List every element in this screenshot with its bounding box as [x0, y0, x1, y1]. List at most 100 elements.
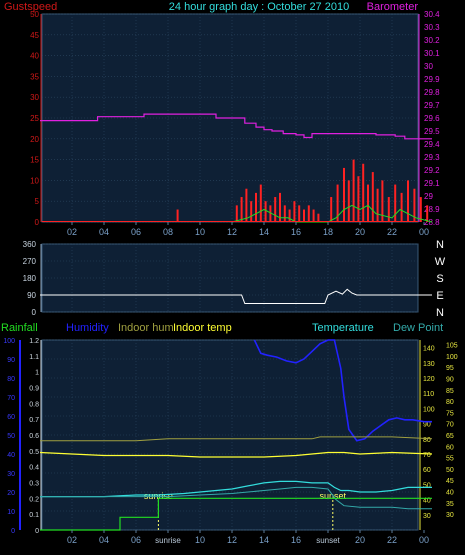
- gust-y-tick-label: 20: [30, 135, 39, 144]
- gust-barometer-panel: 0 5 10 15 20 25 30 35 40 45 50 28.8 28.9 29 29.1 29.2 29…: [30, 10, 440, 237]
- barometer-y-tick-label: 30.2: [424, 36, 440, 45]
- compass-label: W: [435, 256, 446, 268]
- barometer-y-tick-label: 29.4: [424, 140, 440, 149]
- gust-barometer-x-tick-label: 20: [355, 227, 365, 237]
- temp-humidity-x-tick-label: 12: [227, 535, 237, 545]
- temperature-alt-y-tick-label: 100: [446, 354, 458, 361]
- legend-humidity: Humidity: [66, 322, 109, 334]
- barometer-y-tick-label: 30.4: [424, 10, 440, 19]
- sunrise-marker-label: sunrise: [144, 491, 173, 501]
- temp-humidity-x-tick-label: 10: [195, 535, 205, 545]
- gust-barometer-x-tick-label: 08: [163, 227, 173, 237]
- windspeed-line: [231, 204, 433, 223]
- humidity-line: [253, 339, 432, 442]
- barometer-y-tick-label: 29.3: [424, 153, 440, 162]
- temperature-alt-y-tick-label: 90: [446, 376, 454, 383]
- temperature-alt-y-tick-label: 75: [446, 410, 454, 417]
- gust-y-tick-label: 0: [35, 218, 40, 227]
- humidity-y-tick-label: 100: [3, 338, 15, 345]
- barometer-line: [40, 113, 432, 140]
- gust-barometer-x-tick-label: 16: [291, 227, 301, 237]
- temperature-alt-y-tick-label: 80: [446, 399, 454, 406]
- chart-title: 24 hour graph day : October 27 2010: [169, 1, 349, 13]
- rainfall-y-tick-label: 0.9: [29, 386, 39, 393]
- temperature-y-tick-label: 110: [423, 391, 434, 398]
- temperature-alt-y-tick-label: 40: [446, 490, 454, 497]
- humidity-y-tick-label: 60: [7, 414, 15, 421]
- temp-humidity-plot-area: [41, 339, 419, 531]
- dew-point-line: [40, 486, 432, 510]
- barometer-header-label: Barometer: [367, 1, 419, 13]
- temperature-y-tick-label: 60: [423, 467, 431, 474]
- gust-barometer-x-tick-label: 12: [227, 227, 237, 237]
- temperature-y-tick-label: 40: [423, 498, 431, 505]
- wind-direction-y-tick-label: 360: [23, 240, 37, 249]
- gust-barometer-x-tick-label: 22: [387, 227, 397, 237]
- compass-label: S: [436, 273, 443, 285]
- temperature-alt-y-tick-label: 70: [446, 422, 454, 429]
- compass-label: N: [436, 239, 444, 251]
- legend-dew-point: Dew Point: [393, 322, 443, 334]
- barometer-y-tick-label: 30: [424, 62, 433, 71]
- indoor-hum-line: [40, 436, 433, 442]
- gust-barometer-x-tick-label: 06: [131, 227, 141, 237]
- rainfall-y-tick-label: 0.7: [29, 417, 39, 424]
- rainfall-y-tick-label: 0.6: [29, 433, 39, 440]
- rainfall-y-tick-label: 0.8: [29, 401, 39, 408]
- barometer-y-tick-label: 30.1: [424, 49, 440, 58]
- legend-rainfall: Rainfall: [1, 322, 38, 334]
- temperature-y-tick-label: 70: [423, 452, 431, 459]
- temp-humidity-x-tick-label: 00: [419, 535, 429, 545]
- gust-y-tick-label: 30: [30, 93, 39, 102]
- compass-label: E: [436, 290, 443, 302]
- wind-direction-y-tick-label: 270: [23, 257, 37, 266]
- gust-y-tick-label: 5: [35, 197, 40, 206]
- rainfall-y-tick-label: 0.2: [29, 496, 39, 503]
- humidity-y-tick-label: 70: [7, 395, 15, 402]
- rainfall-y-tick-label: 0: [35, 528, 39, 535]
- gust-y-tick-label: 50: [30, 10, 39, 19]
- temp-humidity-x-tick-label: 14: [259, 535, 269, 545]
- temp-humidity-x-tick-label: 16: [291, 535, 301, 545]
- wind-direction-y-tick-label: 90: [27, 291, 36, 300]
- temperature-alt-y-tick-label: 60: [446, 444, 454, 451]
- temperature-alt-y-tick-label: 50: [446, 467, 454, 474]
- humidity-y-tick-label: 50: [7, 433, 15, 440]
- humidity-y-tick-label: 30: [7, 471, 15, 478]
- temperature-alt-y-tick-label: 85: [446, 388, 454, 395]
- gust-barometer-x-tick-label: 18: [323, 227, 333, 237]
- gust-y-tick-label: 15: [30, 156, 39, 165]
- legend-temperature: Temperature: [312, 322, 374, 334]
- temp-humidity-x-tick-label: 06: [131, 535, 141, 545]
- barometer-y-tick-label: 29.1: [424, 179, 440, 188]
- humidity-y-tick-label: 90: [7, 357, 15, 364]
- barometer-y-tick-label: 29.7: [424, 101, 440, 110]
- temperature-y-tick-label: 90: [423, 422, 431, 429]
- gust-barometer-x-tick-label: 00: [419, 227, 429, 237]
- temperature-y-tick-label: 130: [423, 361, 435, 368]
- temp-humidity-rain-panel: 010203040506070809010000.10.20.30.40.50.…: [3, 338, 457, 545]
- temperature-alt-y-tick-label: 95: [446, 365, 454, 372]
- barometer-y-tick-label: 28.8: [424, 218, 440, 227]
- rainfall-y-tick-label: 1: [35, 370, 39, 377]
- wind-direction-y-tick-label: 180: [23, 274, 37, 283]
- temperature-alt-y-tick-label: 30: [446, 512, 454, 519]
- temperature-alt-y-tick-label: 45: [446, 478, 454, 485]
- humidity-y-tick-label: 40: [7, 452, 15, 459]
- barometer-y-tick-label: 29.8: [424, 88, 440, 97]
- temperature-alt-y-tick-label: 35: [446, 501, 454, 508]
- temp-humidity-x-tick-label: 20: [355, 535, 365, 545]
- rainfall-y-tick-label: 1.2: [29, 338, 39, 345]
- barometer-y-tick-label: 30.3: [424, 23, 440, 32]
- wind-direction-plot-area: [41, 243, 419, 313]
- temperature-y-tick-label: 140: [423, 346, 435, 353]
- barometer-y-tick-label: 28.9: [424, 205, 440, 214]
- gust-barometer-x-tick-label: 02: [67, 227, 77, 237]
- barometer-y-tick-label: 29: [424, 192, 433, 201]
- humidity-y-tick-label: 10: [7, 509, 15, 516]
- humidity-y-tick-label: 0: [11, 528, 15, 535]
- temperature-y-tick-label: 100: [423, 406, 435, 413]
- rainfall-line: [40, 497, 432, 531]
